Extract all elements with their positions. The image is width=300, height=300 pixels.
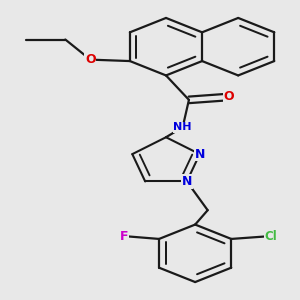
Text: NH: NH — [173, 122, 192, 132]
Text: F: F — [119, 230, 128, 243]
Text: N: N — [194, 148, 205, 160]
Text: O: O — [85, 53, 96, 66]
Text: Cl: Cl — [265, 230, 277, 243]
Text: N: N — [182, 175, 192, 188]
Text: O: O — [223, 91, 234, 103]
